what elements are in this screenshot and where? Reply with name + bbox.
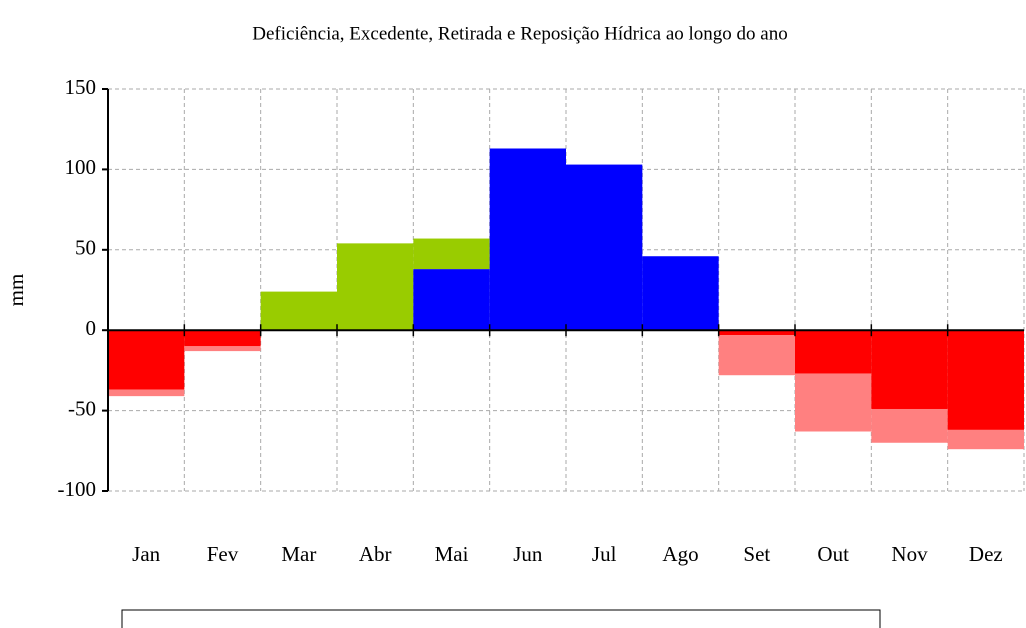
bar-segment xyxy=(566,164,643,331)
x-tick-label: Mar xyxy=(281,542,316,566)
bar-segment xyxy=(184,330,261,347)
y-tick-label: -100 xyxy=(58,477,97,501)
bar-segment xyxy=(184,346,261,352)
x-tick-label: Dez xyxy=(969,542,1003,566)
bar-segment xyxy=(947,429,1024,450)
x-tick-label: Jan xyxy=(132,542,160,566)
y-tick-label: 100 xyxy=(65,155,97,179)
x-tick-label: Out xyxy=(817,542,849,566)
y-tick-label: 50 xyxy=(75,236,96,260)
bar-segment xyxy=(718,335,795,376)
y-tick-label: -50 xyxy=(68,396,96,420)
x-tick-label: Jun xyxy=(513,542,543,566)
plot-area: -100 -50 0 50 100 150 Jan Fev Mar Abr Mai Jun Jul Ago… xyxy=(58,75,1025,566)
bar-segment xyxy=(795,330,872,374)
bar-segment xyxy=(871,330,948,409)
legend-box xyxy=(121,609,881,628)
bar-segment xyxy=(108,330,185,390)
x-tick-label: Ago xyxy=(662,542,698,566)
x-tick-label: Nov xyxy=(891,542,928,566)
bar-segment xyxy=(260,291,337,331)
y-tick-label: 0 xyxy=(86,316,97,340)
bar-segment xyxy=(947,330,1024,430)
axes: -100 -50 0 50 100 150 Jan Fev Mar Abr Mai Jun Jul Ago… xyxy=(58,75,1024,566)
bar-segment xyxy=(795,373,872,432)
y-tick-label: 150 xyxy=(65,75,97,99)
x-tick-label: Jul xyxy=(592,542,617,566)
x-tick-label: Set xyxy=(743,542,770,566)
bar-segment xyxy=(337,243,414,331)
x-tick-label: Abr xyxy=(359,542,392,566)
bar-segment xyxy=(108,389,185,397)
y-axis-label: mm xyxy=(4,274,28,307)
bar-segment xyxy=(871,408,948,443)
legend: DeficiênciaExcedenteRetiradaReposição xyxy=(121,609,881,628)
bar-segment xyxy=(642,256,719,331)
x-tick-label: Mai xyxy=(435,542,469,566)
bar-segment xyxy=(489,148,566,331)
bar-segment xyxy=(413,238,490,270)
bar-segment xyxy=(413,269,490,331)
x-tick-label: Fev xyxy=(207,542,239,566)
bars xyxy=(108,148,1024,450)
chart-title: Deficiência, Excedente, Retirada e Repos… xyxy=(252,23,787,44)
bar-segment xyxy=(718,330,795,336)
